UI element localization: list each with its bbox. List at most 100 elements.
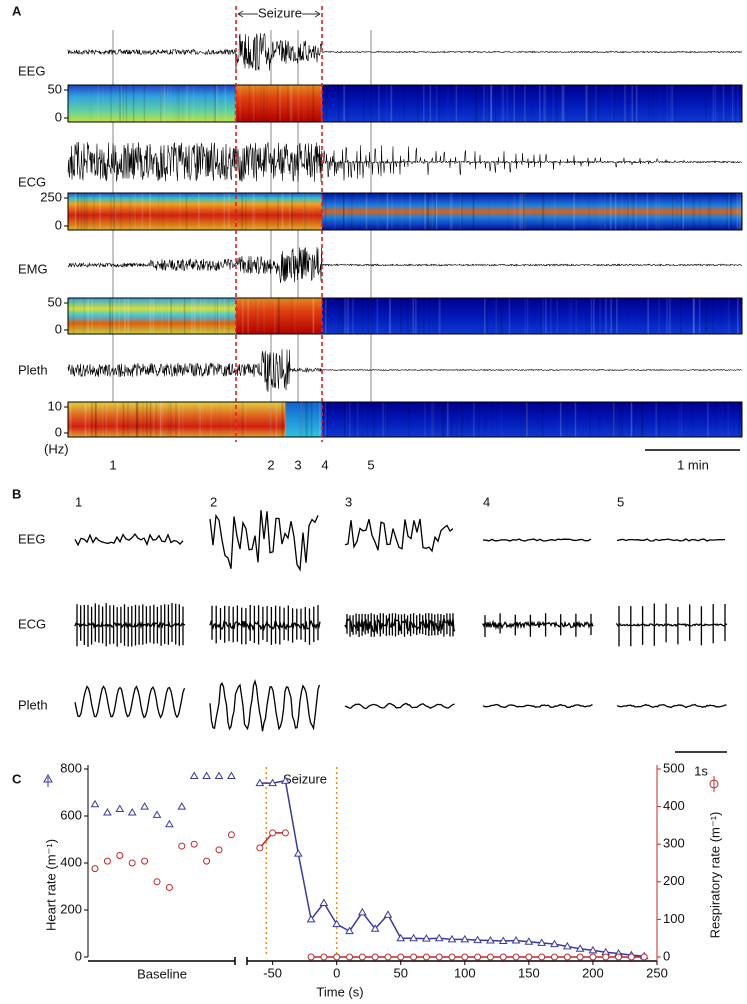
pleth-trace xyxy=(482,703,593,709)
resp-rate-point xyxy=(435,953,443,961)
spectrogram-texture xyxy=(291,85,293,122)
resp-rate-point xyxy=(227,831,235,839)
y2-tick-label: 100 xyxy=(663,911,685,926)
spectrogram-texture xyxy=(599,298,601,334)
resp-rate-point xyxy=(589,953,597,961)
heart-rate-point xyxy=(281,776,290,784)
spectrogram-texture xyxy=(385,298,387,334)
spectrogram-texture xyxy=(618,402,621,437)
spectrogram-texture xyxy=(69,402,71,437)
spectrogram-texture xyxy=(344,193,347,230)
spectrogram-texture xyxy=(461,402,463,437)
pleth-trace xyxy=(344,702,455,710)
spectrogram-texture xyxy=(114,193,116,230)
y2-tick-label: 400 xyxy=(663,798,685,813)
spectrogram-texture xyxy=(705,298,708,334)
spectrogram-texture xyxy=(326,402,329,437)
spectrogram-texture xyxy=(432,298,434,334)
spectrogram-texture xyxy=(682,193,684,230)
spectrogram-texture xyxy=(707,193,710,230)
x-tick-label: 0 xyxy=(333,965,340,980)
spectrogram-texture xyxy=(285,402,287,437)
spectrogram-texture xyxy=(303,85,305,122)
y2-tick-label: 0 xyxy=(663,948,670,963)
spectrogram-texture xyxy=(732,298,734,334)
spectrogram-texture xyxy=(586,85,588,122)
spectrogram-texture xyxy=(738,402,740,437)
spectrogram-texture xyxy=(671,193,674,230)
spectrogram-texture xyxy=(324,193,327,230)
spectrogram-texture xyxy=(289,85,292,122)
heart-rate-point xyxy=(357,907,367,916)
spectrogram-texture xyxy=(401,193,403,230)
spectrogram-texture xyxy=(110,193,112,230)
spectrogram-texture xyxy=(183,298,186,334)
resp-rate-point xyxy=(178,842,186,850)
spectrogram-texture xyxy=(146,402,148,437)
spectrogram-texture xyxy=(102,85,104,122)
spectrogram-texture xyxy=(386,193,388,230)
resp-rate-point xyxy=(153,878,161,886)
spectrogram-texture xyxy=(147,193,149,230)
spectrogram-texture xyxy=(423,85,425,122)
ecg-trace xyxy=(209,605,321,645)
ecg-trace xyxy=(616,603,728,647)
spectrogram-texture xyxy=(589,402,591,437)
spectrogram-texture xyxy=(428,298,431,334)
heart-rate-point xyxy=(214,771,224,780)
spectrogram-texture xyxy=(431,402,433,437)
spectrogram-texture xyxy=(195,402,197,437)
spectrogram-texture xyxy=(730,193,732,230)
resp-rate-point xyxy=(165,883,173,891)
spectrogram-texture xyxy=(412,298,414,334)
spectrogram-texture xyxy=(412,298,415,334)
resp-rate-point xyxy=(203,857,211,865)
spectrogram-texture xyxy=(709,193,712,230)
spectrogram-texture xyxy=(125,85,128,122)
spectrogram-texture xyxy=(641,402,644,437)
spectrogram-texture xyxy=(501,298,503,334)
spectrogram-texture xyxy=(562,85,565,122)
spectrogram-texture xyxy=(407,402,410,437)
spectrogram-texture xyxy=(312,85,315,122)
spectrogram-texture xyxy=(449,193,452,230)
spectrogram-texture xyxy=(484,298,486,334)
spectrogram-texture xyxy=(122,402,124,437)
spectrogram-texture xyxy=(345,298,348,334)
heart-rate-point xyxy=(562,941,572,950)
spectrogram-texture xyxy=(110,85,112,122)
spectrogram-texture xyxy=(116,402,118,437)
spectrogram-texture xyxy=(300,402,302,437)
y-tick-label: 800 xyxy=(60,760,82,775)
spectrogram-texture xyxy=(263,85,265,122)
spectrogram-texture xyxy=(201,402,204,437)
spectrogram-texture xyxy=(627,193,629,230)
spectrogram-texture xyxy=(611,85,614,122)
spectrogram-texture xyxy=(543,85,545,122)
spectrogram-texture xyxy=(597,298,599,334)
spectrogram-texture xyxy=(113,298,116,334)
spectrogram-texture xyxy=(294,298,296,334)
spectrogram-texture xyxy=(438,85,440,122)
spectrogram-texture xyxy=(693,85,695,122)
spectrogram-texture xyxy=(257,298,259,334)
time-marker-label: 5 xyxy=(367,457,374,472)
spectrogram xyxy=(68,85,236,122)
spectrogram-texture xyxy=(167,85,169,122)
spectrogram-texture xyxy=(732,85,734,122)
spectrogram-texture xyxy=(331,298,333,334)
column-label: 4 xyxy=(483,494,490,509)
spectrogram-texture xyxy=(671,85,673,122)
x-tick-label: 200 xyxy=(582,965,604,980)
spectrogram-texture xyxy=(130,193,132,230)
spectrogram-texture xyxy=(346,402,349,437)
spectrogram-texture xyxy=(349,193,351,230)
spectrogram-texture xyxy=(119,85,121,122)
spectrogram-texture xyxy=(692,298,695,334)
resp-rate-point xyxy=(499,953,507,961)
resp-rate-point xyxy=(422,953,430,961)
spectrogram-texture xyxy=(324,193,327,230)
spectrogram-texture xyxy=(83,193,85,230)
spectrogram-texture xyxy=(91,298,93,334)
spectrogram-texture xyxy=(581,193,583,230)
